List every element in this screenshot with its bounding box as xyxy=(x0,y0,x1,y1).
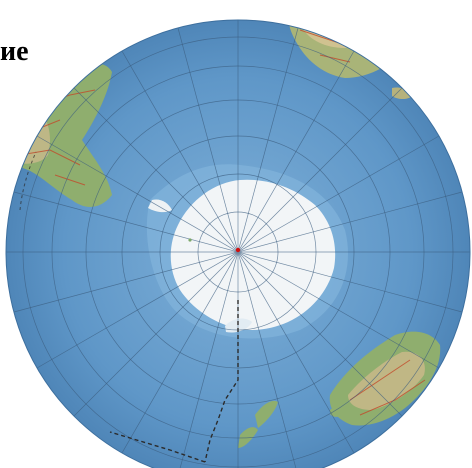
globe-outline xyxy=(5,19,471,468)
antarctic-peninsula xyxy=(148,199,172,213)
ross-ice-shelf xyxy=(225,318,252,333)
australia-roads xyxy=(349,359,426,416)
new-zealand xyxy=(238,400,278,448)
south-pole-marker xyxy=(235,247,241,253)
tasmania xyxy=(330,407,343,417)
south-america-highlands xyxy=(6,112,50,164)
date-line-boundary xyxy=(109,300,239,463)
station-marker xyxy=(188,238,192,242)
caption-fragment: ие xyxy=(0,36,29,67)
antarctica xyxy=(170,179,336,330)
madagascar xyxy=(392,87,412,99)
dashed-boundary-ring xyxy=(19,151,37,211)
australia-interior xyxy=(348,351,425,410)
